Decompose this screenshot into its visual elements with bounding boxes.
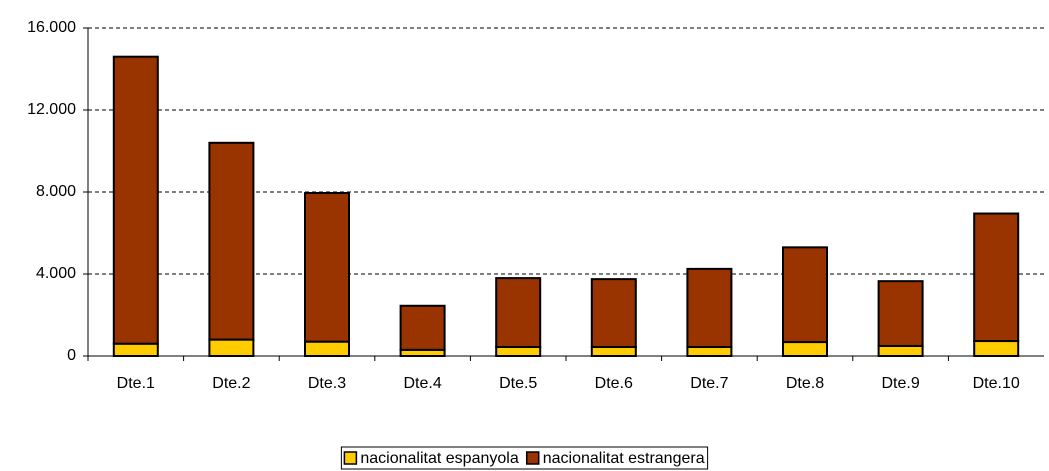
x-tick-label: Dte.8 — [786, 375, 824, 392]
bar-segment — [208, 141, 255, 341]
legend-box — [340, 446, 709, 470]
bar-segment — [973, 340, 1020, 358]
legend-label: nacionalitat estrangera — [543, 450, 705, 467]
x-tick-label: Dte.4 — [403, 375, 441, 392]
bar-segment — [590, 345, 637, 358]
bar-segment — [782, 246, 828, 344]
y-tick-label: 16.000 — [27, 19, 76, 36]
bar-segment — [399, 304, 446, 351]
x-tick-label: Dte.9 — [881, 375, 919, 392]
x-tick-label: Dte.1 — [117, 375, 155, 392]
x-tick-label: Dte.2 — [212, 375, 250, 392]
bar-segment — [304, 192, 350, 343]
bar-segment — [112, 55, 159, 345]
x-tick-label: Dte.5 — [499, 375, 537, 392]
bar-segment — [590, 278, 637, 348]
legend-swatch — [525, 451, 540, 465]
x-tick-label: Dte.10 — [973, 375, 1020, 392]
legend-label: nacionalitat espanyola — [360, 450, 518, 467]
bar-segment — [304, 340, 350, 357]
y-tick-label: 12.000 — [27, 101, 76, 118]
bar-segment — [208, 338, 255, 358]
bar-segment — [973, 212, 1020, 343]
bar-segment — [495, 277, 542, 348]
bar-segment — [877, 280, 924, 347]
bar-segment — [686, 267, 733, 348]
bar-segment — [782, 341, 828, 357]
bar-segment — [686, 345, 733, 358]
bar-segment — [112, 342, 159, 358]
bar-segment — [877, 344, 924, 357]
y-tick-label: 0 — [67, 347, 76, 364]
y-tick-label: 4.000 — [36, 265, 76, 282]
legend: nacionalitat espanyola nacionalitat estra… — [340, 446, 709, 470]
x-tick-label: Dte.7 — [690, 375, 728, 392]
x-tick-label: Dte.6 — [595, 375, 633, 392]
legend-swatch — [343, 451, 358, 465]
y-tick-label: 8.000 — [36, 183, 76, 200]
bar-segment — [495, 345, 542, 358]
x-tick-label: Dte.3 — [308, 375, 346, 392]
